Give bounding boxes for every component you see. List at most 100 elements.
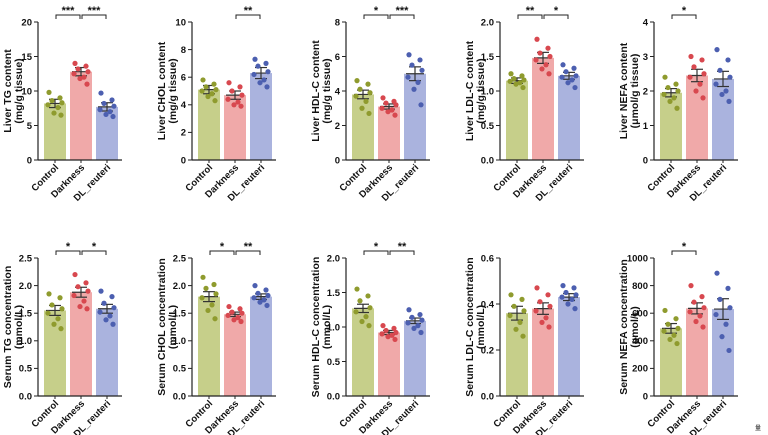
- bar-control: [198, 296, 220, 396]
- data-point: [75, 66, 81, 72]
- data-point: [700, 324, 706, 330]
- data-point: [209, 302, 215, 308]
- y-axis-label: Serum LDL-C concentration: [464, 257, 476, 396]
- data-point: [539, 319, 545, 325]
- data-point: [383, 327, 389, 334]
- data-point: [559, 294, 565, 300]
- y-tick-label: 15: [21, 52, 32, 63]
- significance-label: *: [92, 241, 97, 253]
- data-point: [252, 283, 258, 289]
- y-tick-label: 1000: [627, 253, 648, 264]
- data-point: [662, 74, 668, 80]
- y-axis-label: (mg/g tissue): [167, 58, 179, 123]
- data-point: [261, 77, 267, 83]
- data-point: [667, 98, 673, 104]
- data-point: [507, 78, 513, 84]
- y-tick-label: 1: [643, 121, 649, 132]
- data-point: [357, 298, 363, 304]
- data-point: [385, 334, 391, 340]
- significance-bracket: [55, 14, 81, 19]
- y-tick-label: 1.5: [327, 288, 341, 299]
- data-point: [226, 303, 232, 310]
- data-point: [547, 53, 553, 60]
- data-point: [699, 57, 705, 63]
- data-point: [661, 91, 667, 98]
- significance-label: *: [682, 5, 687, 17]
- y-tick-label: 10: [175, 17, 186, 28]
- data-point: [107, 313, 113, 319]
- data-point: [46, 89, 52, 95]
- data-point: [110, 113, 116, 120]
- y-tick-label: 0: [335, 155, 340, 166]
- data-point: [212, 316, 218, 322]
- data-point: [239, 92, 245, 98]
- data-point: [671, 332, 677, 338]
- y-axis-label: (mmol/L): [321, 305, 333, 349]
- data-point: [205, 93, 211, 100]
- data-point: [572, 84, 578, 91]
- significance-label: *: [374, 241, 379, 253]
- data-point: [213, 87, 219, 93]
- bar-darkness: [378, 332, 400, 396]
- significance-bracket: [235, 250, 261, 255]
- data-point: [238, 318, 244, 325]
- data-point: [97, 107, 103, 113]
- data-point: [98, 288, 104, 294]
- data-point: [229, 88, 235, 94]
- bar-control: [352, 94, 374, 160]
- data-point: [81, 298, 87, 304]
- data-point: [110, 321, 116, 327]
- y-axis-label: (mg/g tissue): [475, 58, 487, 123]
- data-point: [415, 79, 421, 85]
- corner-mark: 量: [755, 425, 761, 432]
- data-point: [393, 102, 399, 108]
- data-point: [519, 296, 525, 302]
- data-point: [508, 71, 514, 77]
- significance-label: *: [220, 241, 225, 253]
- significance-bracket: [363, 250, 389, 255]
- data-point: [57, 95, 63, 101]
- data-point: [77, 303, 83, 310]
- y-tick-label: 0.2: [481, 345, 494, 356]
- data-point: [389, 332, 395, 338]
- data-point: [46, 291, 52, 297]
- data-point: [229, 309, 235, 315]
- data-point: [406, 307, 412, 313]
- data-point: [569, 77, 575, 83]
- data-point: [521, 308, 527, 314]
- data-point: [717, 296, 723, 302]
- data-point: [572, 306, 578, 312]
- data-point: [417, 57, 423, 63]
- y-axis-label: Serum HDL-C concentration: [310, 257, 322, 398]
- data-point: [235, 315, 241, 321]
- bar-control: [198, 89, 220, 160]
- y-tick-label: 0.0: [481, 155, 494, 166]
- data-point: [366, 323, 372, 329]
- data-point: [687, 74, 693, 80]
- data-point: [251, 295, 257, 301]
- data-point: [263, 287, 269, 293]
- data-point: [513, 326, 519, 332]
- bar-dl_reuteri: [96, 308, 118, 396]
- y-tick-label: 0.0: [327, 391, 340, 402]
- significance-label: *: [554, 5, 559, 17]
- significance-bracket: [235, 14, 261, 19]
- data-point: [409, 314, 415, 320]
- data-point: [353, 93, 359, 99]
- y-tick-label: 0.0: [481, 391, 494, 402]
- data-point: [81, 74, 87, 80]
- data-point: [238, 103, 244, 109]
- significance-bracket: [671, 14, 697, 19]
- significance-label: **: [244, 241, 253, 253]
- data-point: [389, 107, 395, 113]
- data-point: [511, 303, 517, 309]
- data-point: [701, 305, 707, 311]
- y-axis-label: Liver HDL-C content: [310, 40, 322, 142]
- y-axis-label: Liver TG content: [2, 49, 14, 133]
- data-point: [727, 74, 733, 80]
- data-point: [72, 60, 78, 66]
- y-tick-label: 0: [27, 155, 32, 166]
- y-tick-label: 800: [632, 281, 648, 292]
